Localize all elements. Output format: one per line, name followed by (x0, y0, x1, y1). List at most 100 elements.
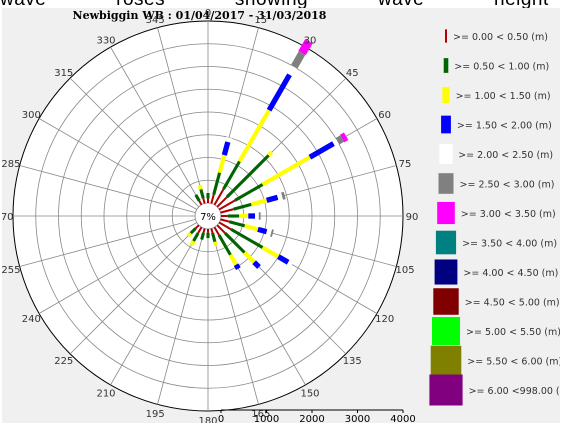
spoke-segment (189, 227, 197, 235)
direction-labels: 0 15 30 45 60 75 90 105 120 135 150 165 180 195 210 225… (2, 8, 418, 423)
legend-swatch (443, 58, 449, 73)
radial-tick-label: 2000 (299, 414, 324, 423)
direction-label: 315 (54, 68, 73, 79)
legend-swatch (434, 259, 458, 285)
spoke-210 (189, 226, 203, 247)
spoke-segment (335, 135, 345, 145)
spoke-225 (186, 224, 200, 238)
spoke-segment (244, 223, 259, 232)
direction-label: 345 (146, 15, 165, 26)
spoke-segment (197, 226, 203, 234)
legend-label: >= 6.00 <998.00 (m) (469, 386, 560, 397)
direction-label: 210 (96, 389, 115, 400)
spoke-segment (217, 234, 232, 256)
legend-swatch (437, 201, 455, 225)
spoke-segment (202, 197, 206, 204)
legend-label: >= 0.00 < 0.50 (m) (453, 32, 548, 43)
radial-tick-label: 3000 (345, 414, 370, 423)
radial-axis: 0 1000 2000 3000 4000 (218, 409, 416, 423)
legend-label: >= 2.50 < 3.00 (m) (460, 180, 555, 191)
spoke-segment (228, 220, 246, 228)
direction-label: 225 (54, 356, 73, 367)
spoke-segment (267, 150, 274, 157)
spoke-135 (216, 224, 261, 269)
grid-spoke (210, 228, 259, 405)
legend-label: >= 3.00 < 3.50 (m) (461, 209, 556, 220)
spoke-segment (218, 199, 236, 211)
spoke-30 (213, 39, 313, 206)
legend-swatch (432, 316, 460, 346)
spoke-195 (200, 228, 206, 240)
center-label: 7% (200, 212, 216, 223)
spoke-segment (221, 141, 231, 156)
grid-spoke (157, 27, 206, 204)
legend-label: >= 5.00 < 5.50 (m) (466, 327, 560, 338)
spoke-330 (194, 194, 203, 206)
wave-rose-svg: 7% 0 15 30 45 60 75 90 105 120 135 150 165 180 195 210… (2, 8, 560, 423)
spoke-segment (290, 51, 306, 69)
legend-swatch (439, 143, 453, 165)
direction-label: 195 (146, 409, 165, 420)
direction-label: 105 (396, 265, 415, 276)
spoke-segment (277, 254, 290, 265)
spoke-segment (331, 138, 340, 147)
direction-label: 135 (343, 356, 362, 367)
spoke-segment (233, 202, 252, 211)
legend-swatch (433, 288, 459, 315)
spoke-segment (237, 109, 271, 163)
spoke-segment (225, 154, 270, 199)
spoke-segment (266, 194, 279, 203)
direction-label: 285 (2, 159, 20, 170)
chart-title: Newbiggin WB : 01/04/2017 - 31/03/2018 (72, 9, 327, 22)
wave-rose-chart: Newbiggin WB : 01/04/2017 - 31/03/2018 7… (2, 8, 560, 423)
legend: >= 0.00 < 0.50 (m) >= 0.50 < 1.00 (m) >= 1… (429, 29, 560, 406)
direction-label: 90 (406, 212, 419, 223)
grid-spoke (110, 227, 202, 386)
spoke-segment (257, 226, 268, 235)
spoke-segment (286, 65, 297, 77)
direction-label: 300 (22, 110, 41, 121)
spoke-segment (199, 188, 205, 199)
grid-spoke (38, 118, 197, 210)
direction-label: 45 (346, 68, 359, 79)
spoke-75 (220, 191, 286, 214)
spoke-segment (186, 231, 193, 238)
spoke-segment (233, 263, 241, 270)
spoke-segment (261, 155, 311, 187)
grid-spoke (110, 46, 202, 205)
spoke-165 (210, 228, 218, 246)
spoke-segment (194, 224, 200, 230)
spoke-segment (212, 172, 222, 196)
spoke-segment (210, 228, 214, 234)
spoke-segment (198, 200, 203, 206)
spoke-segment (212, 241, 218, 246)
spoke-segment (261, 245, 280, 259)
spoke-segment (194, 194, 201, 202)
spoke-segment (217, 154, 227, 174)
grid-spoke (69, 77, 200, 208)
spoke-segment (220, 218, 230, 223)
grid-spoke (38, 222, 197, 314)
spoke-segment (202, 228, 206, 234)
legend-label: >= 0.50 < 1.00 (m) (454, 62, 549, 73)
direction-label: 120 (375, 314, 394, 325)
spoke-segment (213, 188, 225, 206)
legend-swatch (430, 345, 462, 376)
caption-fragment: wave roses showing wave height and (0, 0, 563, 8)
spoke-15 (210, 136, 233, 204)
spoke-segment (200, 232, 205, 240)
spoke-segment (220, 208, 235, 214)
spoke-345 (197, 184, 206, 204)
spoke-segment (243, 251, 256, 264)
direction-label: 180 (198, 416, 217, 423)
spoke-segment (252, 260, 261, 269)
spoke-segment (224, 232, 246, 254)
caption-text: wave roses showing wave height and (0, 0, 563, 8)
spoke-segment (281, 191, 286, 200)
spoke-150 (213, 226, 241, 270)
direction-label: 30 (304, 35, 317, 46)
legend-label: >= 2.00 < 2.50 (m) (458, 150, 553, 161)
spoke-segment (192, 232, 200, 242)
spoke-segment (266, 73, 292, 112)
spoke-segment (298, 39, 313, 56)
